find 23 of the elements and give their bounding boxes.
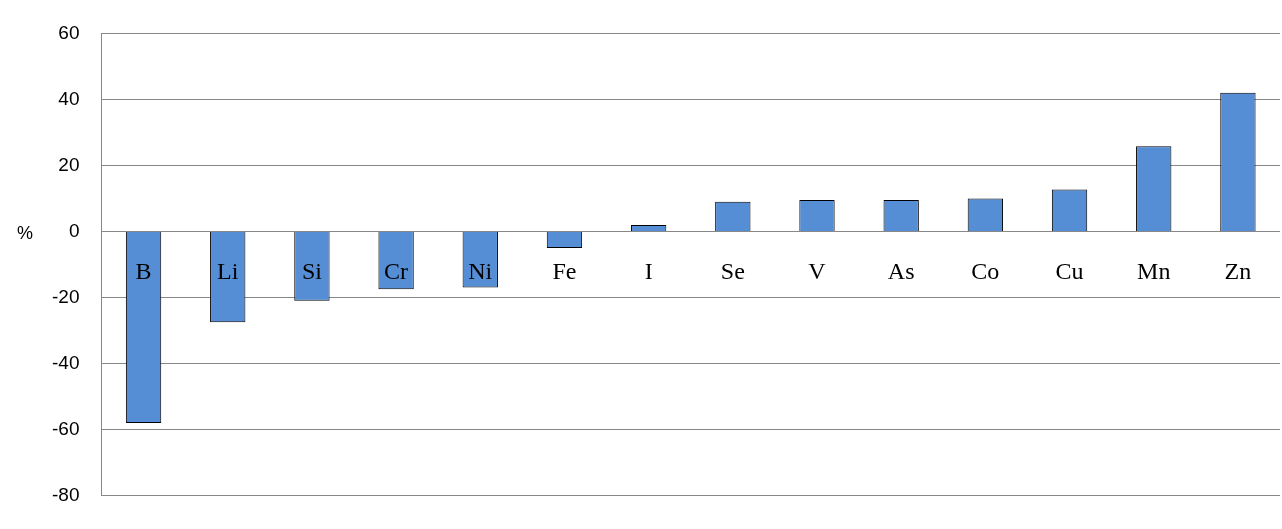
y-tick-label: 60: [58, 21, 80, 43]
x-tick-label: Si: [301, 257, 323, 284]
x-tick-label: Ni: [468, 257, 493, 284]
y-tick-label: 20: [58, 153, 80, 175]
y-tick-label: -40: [51, 351, 80, 373]
x-tick-label: V: [808, 257, 827, 284]
x-tick-label: Li: [217, 257, 239, 284]
x-tick-label: I: [644, 257, 653, 284]
x-tick-label: Cr: [384, 257, 409, 284]
x-tick-label: Zn: [1224, 257, 1252, 284]
x-tick-label: Cu: [1055, 257, 1084, 284]
x-tick-label: Mn: [1137, 257, 1171, 284]
y-tick-label: 0: [68, 219, 80, 241]
x-tick-label: As: [887, 257, 915, 284]
y-tick-label: -60: [51, 417, 80, 439]
y-tick-label: 40: [58, 87, 80, 109]
y-tick-label: -80: [51, 483, 80, 505]
y-tick-label: -20: [51, 285, 80, 307]
y-axis-title: %: [16, 223, 34, 244]
x-tick-label: Se: [720, 257, 745, 284]
x-tick-label: B: [135, 257, 152, 284]
x-tick-label: Fe: [552, 257, 577, 284]
x-tick-label: Co: [971, 257, 1000, 284]
